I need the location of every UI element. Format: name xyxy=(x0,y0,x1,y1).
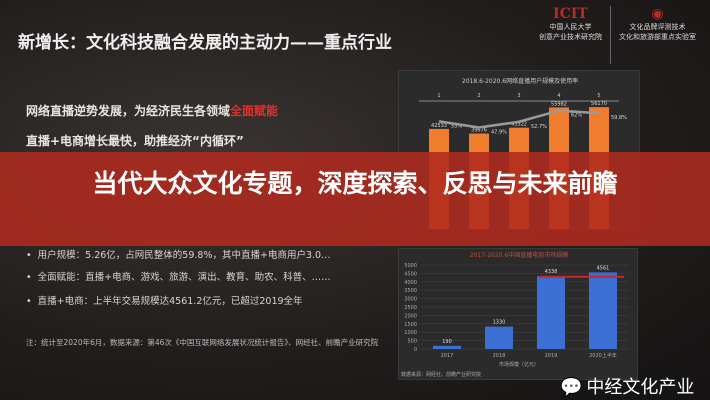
y-tick-label: 4500 xyxy=(404,271,417,277)
headline-highlight: 全面赋能 xyxy=(230,104,279,118)
wechat-icon: 💬 xyxy=(560,377,583,398)
category-label: 2 xyxy=(477,93,480,99)
percent-label: 53% xyxy=(451,123,462,129)
percent-label: 62% xyxy=(571,113,582,119)
data-label: 56170 xyxy=(591,101,607,107)
logo-lab: ◉ 文化品牌评测技术文化和旅游部重点实验室 xyxy=(619,6,696,42)
x-tick-label: 2020上半年 xyxy=(589,352,617,359)
y-tick-label: 2000 xyxy=(404,313,417,319)
logo-line: 文化和旅游部重点实验室 xyxy=(619,33,696,41)
chart-ecommerce: 2017-2020.6中国直播电商市场规模 0 500 1000 1500 2000 250… xyxy=(398,248,638,380)
logos: ICIT 中国人民大学创意产业技术研究院 ◉ 文化品牌评测技术文化和旅游部重点实验室 xyxy=(539,6,696,64)
percent-label: 59.8% xyxy=(611,115,627,121)
y-tick-label: 5000 xyxy=(404,263,417,269)
y-tick-label: 1000 xyxy=(404,330,417,336)
y-tick-label: 4000 xyxy=(404,280,417,286)
usage-rate-line xyxy=(438,109,600,129)
logo-mark: ICIT xyxy=(553,6,588,22)
bullet-text: 全面赋能：直播+电商、游戏、旅游、演出、教育、助农、科普、…… xyxy=(37,272,331,283)
legend: 市场规模（亿元） xyxy=(499,361,539,368)
title-banner: 当代大众文化专题，深度探索、反思与未来前瞻 xyxy=(0,152,710,246)
category-label: 5 xyxy=(597,93,600,99)
bullet-item: • 全面赋能：直播+电商、游戏、旅游、演出、教育、助农、科普、…… xyxy=(26,272,331,283)
y-tick-label: 1500 xyxy=(404,322,417,328)
logo-ruc: ICIT 中国人民大学创意产业技术研究院 xyxy=(539,6,602,42)
x-tick-label: 2017 xyxy=(441,353,454,359)
data-label: 1330 xyxy=(493,320,506,326)
data-label: 4561 xyxy=(597,265,610,271)
bar xyxy=(485,326,513,349)
y-tick-label: 0 xyxy=(414,347,417,353)
category-label: 3 xyxy=(517,93,520,99)
data-label: 43322 xyxy=(511,122,527,128)
bullet-item: • 直播+电商：上半年交易规模达4561.2亿元，已超过2019全年 xyxy=(26,296,303,307)
chart-ecommerce-svg: 2017-2020.6中国直播电商市场规模 0 500 1000 1500 2000 250… xyxy=(401,251,629,378)
wechat-watermark: 💬 中经文化产业 xyxy=(560,377,694,399)
headline-text: 网络直播逆势发展，为经济民生各领域 xyxy=(26,104,231,118)
chart-title: 2017-2020.6中国直播电商市场规模 xyxy=(470,251,568,259)
y-tick-label: 3500 xyxy=(404,288,417,294)
divider xyxy=(610,6,611,64)
headline-2: 直播+电商增长最快，助推经济“内循环” xyxy=(26,134,244,148)
logo-line: 文化品牌评测技术 xyxy=(629,23,686,31)
bar xyxy=(589,272,617,349)
percent-label: 47.9% xyxy=(491,130,507,136)
data-label: 4338 xyxy=(545,269,558,275)
slide-title: 新增长：文化科技融合发展的主动力——重点行业 xyxy=(18,33,392,53)
percent-label: 52.7% xyxy=(531,124,547,130)
category-label: 4 xyxy=(557,93,560,99)
logo-line: 中国人民大学 xyxy=(549,23,592,31)
y-tick-label: 500 xyxy=(407,339,417,345)
bullet-text: 直播+电商：上半年交易规模达4561.2亿元，已超过2019全年 xyxy=(37,296,303,307)
bullet-text: 用户规模：5.26亿，占网民整体的59.8%，其中直播+电商用户3.0… xyxy=(37,250,331,261)
bullet-item: • 用户规模：5.26亿，占网民整体的59.8%，其中直播+电商用户3.0… xyxy=(26,250,331,261)
source-note: 注：统计至2020年6月，数据来源：第46次《中国互联网络发展状况统计报告》、网… xyxy=(26,338,379,347)
chart-title: 2018.6-2020.6网络直播用户规模及使用率 xyxy=(462,77,578,85)
chart-source: 数据来源：网经社、前瞻产业研究院 xyxy=(401,371,481,378)
banner-title: 当代大众文化专题，深度探索、反思与未来前瞻 xyxy=(92,169,618,198)
bar xyxy=(433,345,461,349)
category-label: 1 xyxy=(437,93,440,99)
data-label: 55982 xyxy=(551,101,567,107)
x-tick-label: 2019 xyxy=(545,353,558,359)
data-label: 190 xyxy=(442,339,452,345)
data-label: 39676 xyxy=(471,128,487,134)
headline-1: 网络直播逆势发展，为经济民生各领域全面赋能 xyxy=(26,104,278,118)
y-tick-label: 2500 xyxy=(404,305,417,311)
bar xyxy=(537,276,565,349)
data-label: 42533 xyxy=(431,123,447,129)
seal-icon: ◉ xyxy=(651,6,664,22)
logo-line: 创意产业技术研究院 xyxy=(539,33,602,41)
watermark-text: 中经文化产业 xyxy=(586,377,695,398)
x-tick-label: 2018 xyxy=(493,353,506,359)
y-tick-label: 3000 xyxy=(404,297,417,303)
